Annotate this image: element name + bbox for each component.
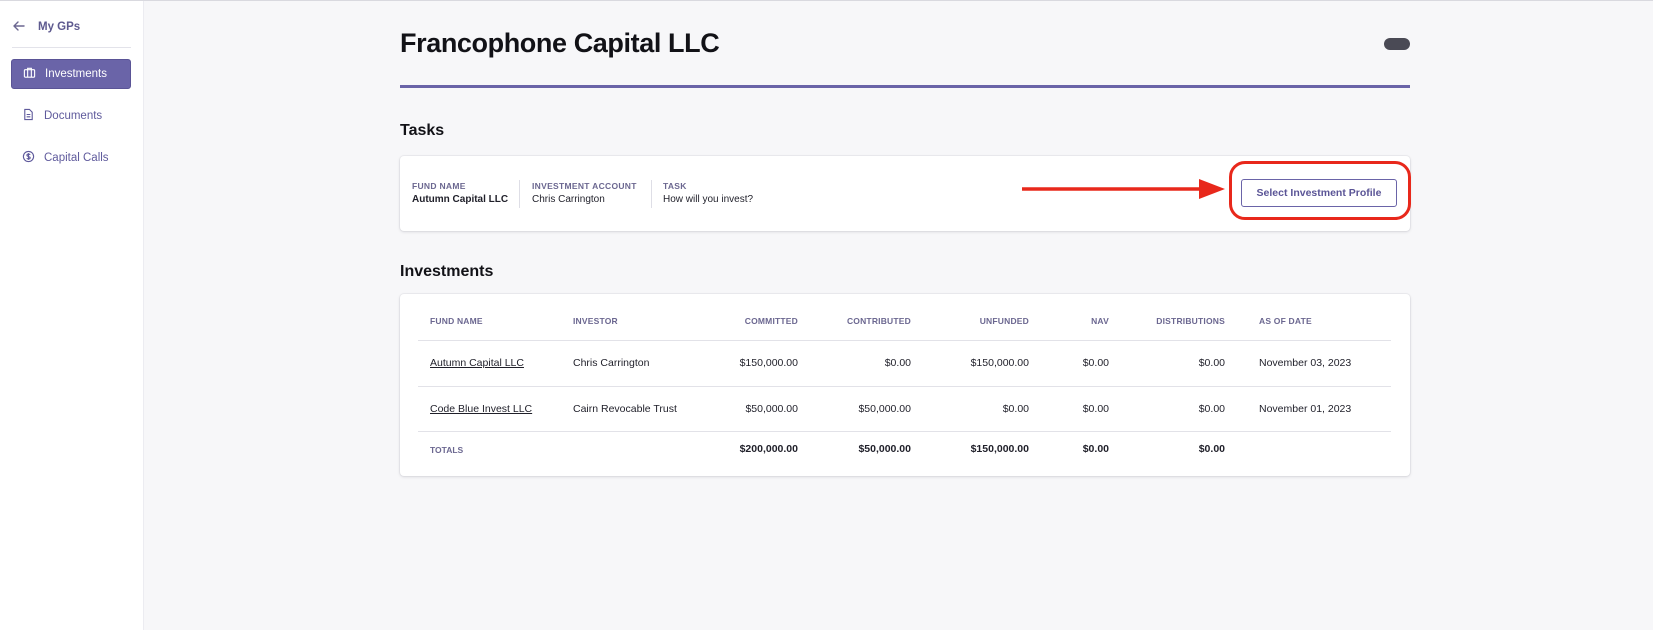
unfunded-cell: $0.00: [1002, 403, 1029, 415]
task-description: TASK How will you invest?: [663, 181, 753, 211]
investments-card: FUND NAME INVESTOR COMMITTED CONTRIBUTED…: [400, 294, 1410, 476]
arrow-left-icon: [12, 19, 26, 36]
column-header-unfunded: UNFUNDED: [979, 316, 1029, 326]
select-investment-profile-button[interactable]: Select Investment Profile: [1241, 179, 1397, 207]
investments-section-title: Investments: [400, 263, 494, 280]
annotation-highlight-ring: [1229, 161, 1411, 220]
contributed-cell: $50,000.00: [858, 403, 911, 415]
task-fund-name: FUND NAME Autumn Capital LLC: [412, 181, 508, 211]
nav-cell: $0.00: [1082, 403, 1109, 415]
back-link-label: My GPs: [38, 21, 81, 33]
table-totals-row: TOTALS $200,000.00 $50,000.00 $150,000.0…: [418, 432, 1391, 472]
totals-label: TOTALS: [430, 445, 464, 455]
document-icon: [22, 108, 35, 124]
column-header-distributions: DISTRIBUTIONS: [1156, 316, 1225, 326]
total-nav: $0.00: [1082, 443, 1109, 455]
task-account-value: Chris Carrington: [532, 194, 605, 205]
sidebar-item-label: Capital Calls: [44, 152, 109, 164]
sidebar-item-label: Documents: [44, 110, 103, 122]
sidebar: My GPs Investments Documents Capital Cal…: [0, 1, 144, 630]
unfunded-cell: $150,000.00: [970, 357, 1029, 369]
task-value: How will you invest?: [663, 194, 754, 205]
column-header-as-of-date: AS OF DATE: [1259, 316, 1312, 326]
column-header-committed: COMMITTED: [744, 316, 798, 326]
briefcase-icon: [23, 66, 36, 82]
committed-cell: $150,000.00: [739, 357, 798, 369]
contributed-cell: $0.00: [884, 357, 911, 369]
table-row: Code Blue Invest LLC Cairn Revocable Tru…: [418, 387, 1391, 432]
task-separator: [651, 180, 652, 208]
sidebar-item-label: Investments: [45, 68, 107, 80]
fund-name-link[interactable]: Code Blue Invest LLC: [430, 403, 533, 415]
task-account-label: INVESTMENT ACCOUNT: [532, 181, 637, 191]
task-fund-name-value: Autumn Capital LLC: [412, 194, 509, 205]
distributions-cell: $0.00: [1198, 357, 1225, 369]
total-committed: $200,000.00: [739, 443, 798, 455]
task-investment-account: INVESTMENT ACCOUNT Chris Carrington: [532, 181, 637, 211]
sidebar-item-capital-calls[interactable]: Capital Calls: [11, 143, 131, 173]
table-row: Autumn Capital LLC Chris Carrington $150…: [418, 341, 1391, 387]
fund-name-link-cell: Autumn Capital LLC: [430, 357, 524, 369]
total-contributed: $50,000.00: [858, 443, 911, 455]
nav-cell: $0.00: [1082, 357, 1109, 369]
column-header-contributed: CONTRIBUTED: [846, 316, 911, 326]
column-header-nav: NAV: [1091, 316, 1109, 326]
table-header-row: FUND NAME INVESTOR COMMITTED CONTRIBUTED…: [418, 294, 1391, 341]
sidebar-item-documents[interactable]: Documents: [11, 101, 131, 131]
total-unfunded: $150,000.00: [970, 443, 1029, 455]
dollar-circle-icon: [22, 150, 35, 166]
fund-name-link-cell: Code Blue Invest LLC: [430, 403, 532, 415]
title-divider: [400, 85, 1410, 88]
user-menu-toggle[interactable]: [1384, 38, 1410, 50]
page-title: Francophone Capital LLC: [400, 28, 720, 58]
investor-cell: Chris Carrington: [573, 357, 650, 369]
task-fund-name-label: FUND NAME: [412, 181, 466, 191]
total-distributions: $0.00: [1198, 443, 1225, 455]
as-of-date-cell: November 01, 2023: [1259, 403, 1352, 415]
tasks-section-title: Tasks: [400, 122, 445, 139]
distributions-cell: $0.00: [1198, 403, 1225, 415]
annotation-arrow-icon: [1022, 179, 1225, 199]
as-of-date-cell: November 03, 2023: [1259, 357, 1352, 369]
sidebar-divider: [12, 47, 131, 48]
committed-cell: $50,000.00: [745, 403, 798, 415]
column-header-investor: INVESTOR: [573, 316, 618, 326]
fund-name-link[interactable]: Autumn Capital LLC: [430, 357, 524, 369]
back-to-my-gps-link[interactable]: My GPs: [12, 18, 80, 36]
sidebar-item-investments[interactable]: Investments: [11, 59, 131, 89]
column-header-fund-name: FUND NAME: [430, 316, 483, 326]
task-label: TASK: [663, 181, 687, 191]
investor-cell: Cairn Revocable Trust: [573, 403, 677, 415]
task-separator: [519, 180, 520, 208]
